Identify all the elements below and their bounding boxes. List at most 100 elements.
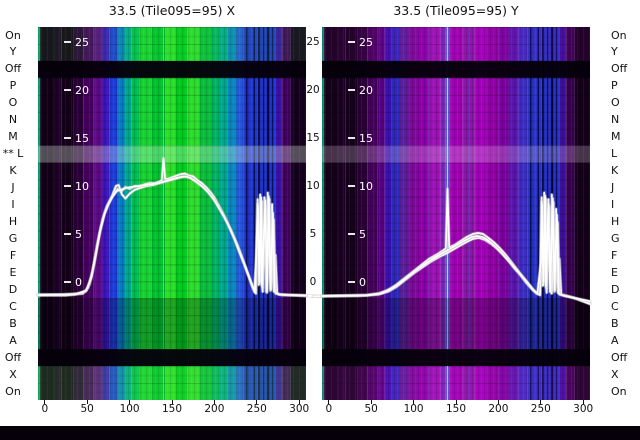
- heatmap-x: 25 20 15 10 5 0: [36, 27, 322, 400]
- x-tick-label: 300: [573, 403, 594, 415]
- row-label-left: Y: [9, 45, 17, 59]
- inner-y-tick-label: 5: [359, 228, 366, 241]
- row-label-left: D: [8, 282, 18, 296]
- x-tick-label: 150: [161, 403, 183, 415]
- x-tick-mark: [582, 400, 584, 404]
- row-label-left: O: [8, 96, 18, 110]
- inner-y-tick-label: 15: [359, 132, 373, 145]
- x-tick-label: 50: [364, 403, 378, 415]
- row-label-right: O: [611, 96, 620, 110]
- inner-y-ticks: 25 20 15 10 5 0: [348, 36, 373, 289]
- gap-y-tick-label: 5: [309, 228, 317, 240]
- x-tick-label: 50: [80, 403, 94, 415]
- gap-y-tick-label: 25: [306, 36, 320, 48]
- row-label-right: M: [611, 130, 621, 144]
- inner-y-tick-label: 0: [359, 276, 366, 289]
- row-label-left: F: [9, 248, 17, 262]
- x-tick-mark: [370, 400, 372, 404]
- inner-y-tick-label: 5: [75, 228, 82, 241]
- row-label-left: G: [8, 231, 18, 245]
- row-label-left: N: [8, 113, 18, 127]
- inner-y-tick-label: 20: [359, 84, 373, 97]
- row-label-right: L: [611, 147, 618, 161]
- x-tick-mark: [497, 400, 499, 404]
- row-label-right: J: [611, 181, 615, 195]
- row-label-right: On: [611, 384, 627, 398]
- row-label-left: B: [9, 316, 17, 330]
- inner-y-tick-label: 20: [75, 84, 89, 97]
- x-tick-label: 250: [530, 403, 551, 415]
- bottom-bar: [0, 426, 640, 440]
- gap-y-tick-label: 10: [306, 180, 320, 192]
- row-label-right: N: [611, 113, 620, 127]
- x-tick-label: 100: [403, 403, 424, 415]
- row-label-right: K: [611, 164, 619, 178]
- x-tick-mark: [129, 400, 131, 404]
- heatmap-y: 25 20 15 10 5 0: [311, 27, 592, 400]
- row-label-right: G: [611, 231, 620, 245]
- inner-y-tick-label: 25: [359, 36, 373, 49]
- x-tick-label: 150: [445, 403, 467, 415]
- row-label-left: On: [5, 384, 21, 398]
- inner-y-tick-label: 15: [75, 132, 89, 145]
- gap-y-tick-label: 0: [309, 276, 317, 288]
- x-tick-mark: [171, 400, 173, 404]
- x-tick-label: 0: [325, 403, 333, 415]
- row-label-left: M: [8, 130, 18, 144]
- plot-title-y: 33.5 (Tile095=95) Y: [393, 3, 519, 18]
- inner-y-tick-label: 10: [359, 180, 373, 193]
- row-label-left: I: [11, 198, 15, 211]
- row-label-right: C: [611, 299, 619, 313]
- row-label-left: Off: [4, 350, 22, 364]
- row-label-left: On: [5, 28, 21, 42]
- inner-y-tick-label: 25: [75, 36, 89, 49]
- response-curves: [36, 156, 322, 298]
- row-overlays: [38, 27, 306, 400]
- gap-y-tick-label: 20: [306, 84, 320, 96]
- row-label-right: Y: [611, 45, 618, 59]
- row-label-left: H: [8, 215, 18, 228]
- row-overlays: [322, 27, 590, 400]
- gap-y-tick-label: 15: [306, 132, 320, 144]
- row-label-right: On: [611, 28, 627, 42]
- x-tick-label: 0: [41, 403, 49, 415]
- row-label-left: C: [9, 299, 17, 313]
- inner-y-ticks: 25 20 15 10 5 0: [64, 36, 89, 289]
- x-tick-mark: [44, 400, 46, 404]
- x-tick-label: 200: [488, 403, 509, 415]
- row-label-left: P: [9, 79, 17, 93]
- plot-title-x: 33.5 (Tile095=95) X: [108, 3, 236, 18]
- x-tick-mark: [256, 400, 258, 404]
- row-label-left: ** L: [2, 147, 24, 161]
- x-tick-mark: [413, 400, 415, 404]
- row-label-left: A: [9, 333, 17, 347]
- row-label-right: E: [611, 265, 618, 279]
- row-label-left: E: [9, 265, 17, 279]
- row-label-left: X: [9, 367, 17, 381]
- row-label-left: K: [9, 164, 17, 178]
- row-label-right: A: [611, 333, 619, 347]
- row-label-right: B: [611, 316, 619, 330]
- x-tick-mark: [455, 400, 457, 404]
- x-tick-label: 200: [204, 403, 225, 415]
- x-tick-mark: [540, 400, 542, 404]
- row-label-right: F: [611, 248, 618, 262]
- row-label-right: Off: [611, 62, 628, 76]
- x-tick-mark: [298, 400, 300, 404]
- row-label-right: D: [611, 282, 620, 296]
- row-label-right: P: [611, 79, 618, 93]
- x-tick-mark: [86, 400, 88, 404]
- row-label-right: Off: [611, 350, 628, 364]
- x-tick-mark: [328, 400, 330, 404]
- response-curves: [311, 187, 592, 306]
- x-tick-label: 100: [119, 403, 140, 415]
- inner-y-tick-label: 10: [75, 180, 89, 193]
- row-label-left: J: [11, 181, 15, 195]
- x-tick-label: 250: [246, 403, 267, 415]
- inner-y-tick-label: 0: [75, 276, 82, 289]
- row-label-left: Off: [4, 62, 22, 76]
- row-label-right: I: [611, 198, 615, 211]
- x-tick-label: 300: [289, 403, 310, 415]
- row-label-right: H: [611, 215, 620, 228]
